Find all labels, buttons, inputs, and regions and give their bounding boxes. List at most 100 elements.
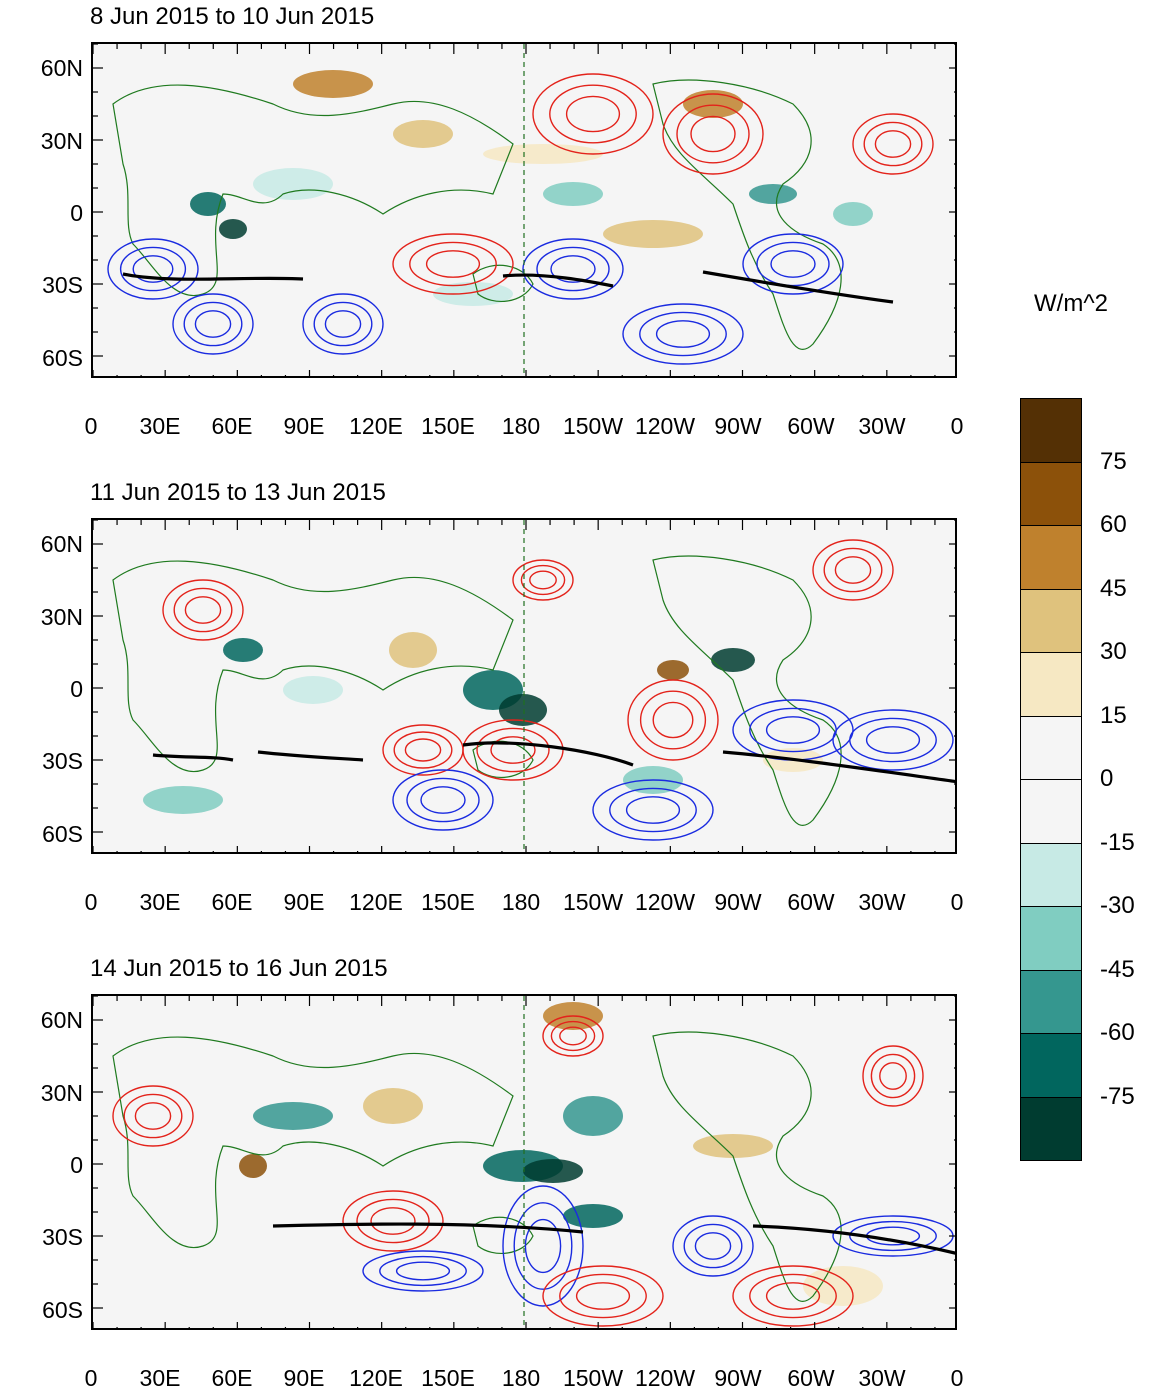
lon-label: 150W [562, 413, 624, 439]
lon-label: 120E [349, 413, 403, 439]
colorbar-bin [1020, 525, 1082, 590]
coastline [472, 1216, 534, 1254]
negative-contour [672, 1215, 754, 1277]
lon-label: 90W [714, 1365, 762, 1391]
positive-contour [565, 95, 621, 133]
negative-contour [362, 1250, 484, 1292]
positive-contour [812, 539, 894, 601]
colorbar-bin [1020, 652, 1082, 717]
positive-contour [123, 1093, 183, 1139]
negative-contour [683, 1223, 743, 1269]
negative-contour [107, 238, 199, 300]
negative-contour [524, 1218, 562, 1274]
negative-contour [639, 311, 727, 357]
negative-contour [119, 246, 187, 292]
colorbar-label: 15 [1100, 701, 1127, 729]
positive-contour [559, 1026, 587, 1046]
lon-label: 0 [84, 889, 98, 915]
lon-label: 90E [283, 889, 325, 915]
colorbar-label: -75 [1100, 1082, 1135, 1110]
map-plot-area [91, 518, 957, 854]
coastline [112, 84, 514, 297]
colorbar-label: 30 [1100, 638, 1127, 665]
negative-contour [302, 293, 384, 355]
lat-label: 60N [40, 531, 83, 557]
radiation-anomaly-region [657, 660, 689, 680]
zero-contour-line [257, 750, 364, 762]
lon-label: 120W [634, 889, 696, 915]
coastline [652, 79, 842, 350]
lon-label: 60E [211, 1365, 253, 1391]
coastline [652, 1031, 842, 1302]
negative-contour [406, 777, 480, 823]
positive-contour [393, 731, 453, 769]
map-canvas [93, 44, 955, 376]
radiation-anomaly-region [190, 192, 226, 216]
positive-contour [542, 1265, 664, 1327]
negative-contour [132, 255, 174, 283]
map-plot-area [91, 994, 957, 1330]
colorbar-label: -15 [1100, 828, 1135, 856]
positive-contour [862, 1045, 924, 1107]
positive-contour [490, 736, 536, 764]
zero-contour-line [502, 273, 614, 288]
zero-contour-line [122, 272, 304, 281]
colorbar-bin [1020, 842, 1082, 907]
positive-contour [529, 570, 557, 590]
lat-label: 0 [70, 200, 83, 226]
colorbar [1020, 398, 1082, 1161]
zero-contour-line [152, 753, 234, 762]
lon-label: 150E [421, 413, 475, 439]
coastline [652, 555, 842, 826]
lon-label: 60E [211, 889, 253, 915]
zero-contour-line [462, 741, 634, 767]
lat-label: 30S [42, 748, 83, 774]
map-panel-1: 8 Jun 2015 to 10 Jun 2015 [0, 0, 1000, 470]
negative-contour [420, 786, 466, 814]
radiation-anomaly-region [833, 202, 873, 226]
radiation-anomaly-region [393, 120, 453, 148]
lon-label: 120W [634, 1365, 696, 1391]
lon-label: 150E [421, 889, 475, 915]
colorbar-bin [1020, 398, 1082, 463]
lon-label: 120E [349, 1365, 403, 1391]
positive-contour [112, 1085, 194, 1147]
positive-contour [823, 547, 883, 593]
lon-label: 30W [858, 889, 906, 915]
radiation-anomaly-region [253, 168, 333, 200]
positive-contour [342, 1190, 444, 1252]
negative-contour [694, 1232, 732, 1260]
lat-label: 60N [40, 1007, 83, 1033]
coastline [112, 560, 514, 773]
positive-contour [462, 719, 564, 781]
radiation-anomaly-region [219, 219, 247, 239]
lon-label: 0 [950, 413, 964, 439]
colorbar-label: -60 [1100, 1019, 1135, 1046]
zero-contour-line [272, 1222, 584, 1234]
radiation-anomaly-region [499, 694, 547, 726]
positive-contour [356, 1198, 430, 1244]
colorbar-label: 0 [1100, 765, 1114, 792]
lon-label: 60W [787, 1365, 835, 1391]
radiation-anomaly-region [543, 182, 603, 206]
colorbar-label: -45 [1100, 955, 1135, 983]
positive-contour [639, 690, 707, 750]
map-canvas [93, 520, 955, 852]
negative-contour [395, 1261, 451, 1281]
positive-contour [550, 1020, 596, 1052]
negative-contour [765, 716, 821, 744]
negative-contour [502, 1185, 584, 1307]
lat-label: 60S [42, 1297, 83, 1323]
lon-label: 120W [634, 413, 696, 439]
positive-contour [512, 559, 574, 601]
lon-label: 150W [562, 1365, 624, 1391]
colorbar-bin [1020, 969, 1082, 1034]
positive-contour [652, 701, 694, 739]
panel-title: 11 Jun 2015 to 13 Jun 2015 [90, 479, 386, 506]
positive-contour [662, 93, 764, 175]
radiation-anomaly-region [143, 786, 223, 814]
map-plot-area [91, 42, 957, 378]
colorbar-bin [1020, 906, 1082, 971]
positive-contour [162, 579, 244, 641]
lon-label: 120E [349, 889, 403, 915]
